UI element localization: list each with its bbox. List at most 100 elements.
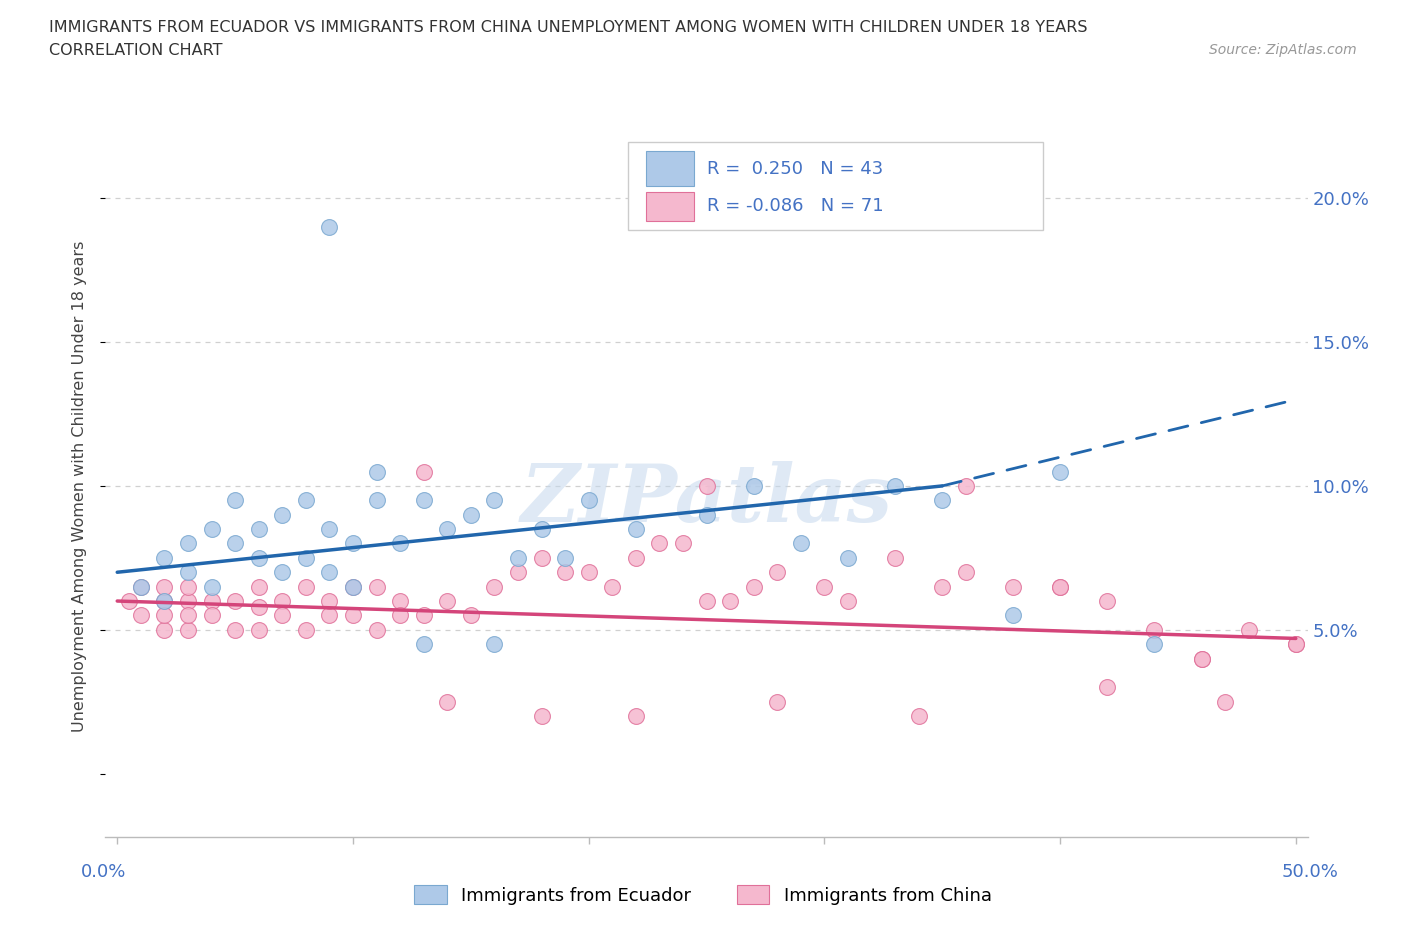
Legend: Immigrants from Ecuador, Immigrants from China: Immigrants from Ecuador, Immigrants from… [405, 876, 1001, 913]
Point [624, 709, 647, 724]
Point [177, 579, 200, 594]
Point [318, 219, 340, 234]
Point [1049, 579, 1071, 594]
Point [955, 479, 977, 494]
Point [436, 695, 458, 710]
Text: R = -0.086   N = 71: R = -0.086 N = 71 [707, 197, 883, 216]
Point [389, 608, 412, 623]
Text: Source: ZipAtlas.com: Source: ZipAtlas.com [1209, 43, 1357, 57]
Point [790, 536, 813, 551]
Point [247, 579, 270, 594]
Point [295, 493, 318, 508]
Point [177, 622, 200, 637]
Point [696, 507, 718, 522]
Point [200, 593, 222, 608]
Point [672, 536, 695, 551]
Point [554, 565, 576, 579]
Point [578, 493, 600, 508]
Point [1097, 593, 1119, 608]
Point [813, 579, 835, 594]
Point [884, 551, 907, 565]
Point [1143, 622, 1166, 637]
Point [318, 593, 340, 608]
Point [1097, 680, 1119, 695]
Point [200, 579, 222, 594]
Point [177, 536, 200, 551]
Point [1213, 695, 1236, 710]
Point [907, 709, 929, 724]
FancyBboxPatch shape [628, 142, 1043, 230]
Point [389, 536, 412, 551]
Point [766, 695, 789, 710]
Point [318, 522, 340, 537]
Point [1191, 651, 1213, 666]
Point [366, 493, 388, 508]
Point [271, 507, 294, 522]
Point [153, 622, 176, 637]
Point [366, 622, 388, 637]
Point [342, 579, 364, 594]
Point [412, 464, 434, 479]
Point [153, 593, 176, 608]
Bar [647, 151, 695, 186]
Point [177, 608, 200, 623]
Point [271, 565, 294, 579]
Point [153, 593, 176, 608]
Point [247, 522, 270, 537]
Point [412, 608, 434, 623]
Point [955, 565, 977, 579]
Point [530, 522, 553, 537]
Point [742, 479, 765, 494]
Text: CORRELATION CHART: CORRELATION CHART [49, 43, 222, 58]
Point [648, 536, 671, 551]
Point [766, 565, 789, 579]
Point [530, 551, 553, 565]
Point [1001, 608, 1024, 623]
Point [506, 565, 529, 579]
Point [342, 579, 364, 594]
Point [578, 565, 600, 579]
Point [318, 565, 340, 579]
Point [224, 493, 246, 508]
Point [600, 579, 623, 594]
Point [718, 593, 741, 608]
Point [412, 493, 434, 508]
Point [389, 593, 412, 608]
Point [1237, 622, 1260, 637]
Point [271, 593, 294, 608]
Point [153, 608, 176, 623]
Point [295, 622, 318, 637]
Point [366, 579, 388, 594]
Point [271, 608, 294, 623]
Point [436, 522, 458, 537]
Point [342, 608, 364, 623]
Point [931, 493, 953, 508]
Point [484, 579, 506, 594]
Point [224, 622, 246, 637]
Point [247, 622, 270, 637]
Point [1143, 637, 1166, 652]
Point [554, 551, 576, 565]
Point [200, 608, 222, 623]
Point [295, 579, 318, 594]
Point [837, 593, 859, 608]
Point [884, 479, 907, 494]
Point [224, 593, 246, 608]
Text: ZIPatlas: ZIPatlas [520, 461, 893, 538]
Point [153, 551, 176, 565]
Point [931, 579, 953, 594]
Point [129, 579, 152, 594]
Point [247, 551, 270, 565]
Point [460, 507, 482, 522]
Point [366, 464, 388, 479]
Point [506, 551, 529, 565]
Point [484, 637, 506, 652]
Point [742, 579, 765, 594]
Point [412, 637, 434, 652]
Point [342, 536, 364, 551]
Point [624, 522, 647, 537]
Point [118, 593, 141, 608]
Text: IMMIGRANTS FROM ECUADOR VS IMMIGRANTS FROM CHINA UNEMPLOYMENT AMONG WOMEN WITH C: IMMIGRANTS FROM ECUADOR VS IMMIGRANTS FR… [49, 20, 1088, 35]
Point [1001, 579, 1024, 594]
Point [295, 551, 318, 565]
